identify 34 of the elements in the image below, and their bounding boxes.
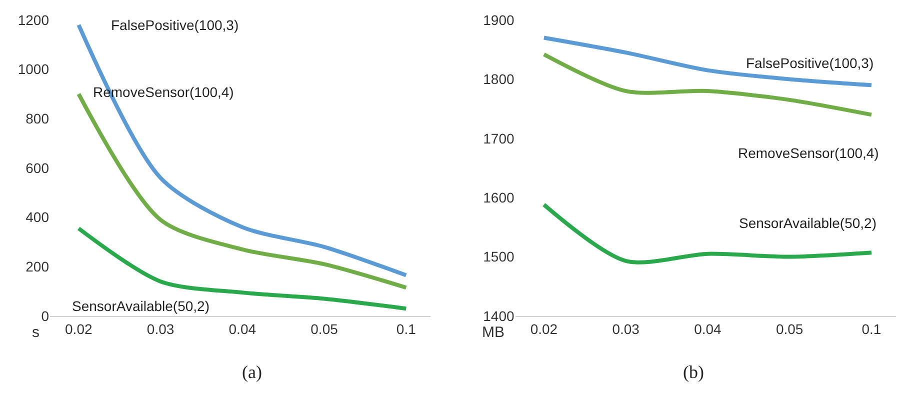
y-tick-label: 1000	[18, 61, 50, 78]
x-tick-label: 0.1	[862, 320, 882, 337]
y-tick-label: 1200	[18, 12, 50, 28]
x-tick-label: 0.03	[612, 320, 640, 337]
y-tick-label: 600	[26, 160, 50, 176]
x-tick-label: 0.04	[228, 320, 256, 337]
text: (b)	[683, 362, 704, 382]
series-label: SensorAvailable(50,2)	[72, 298, 210, 314]
x-tick-label: 0.1	[396, 320, 416, 337]
series-label: SensorAvailable(50,2)	[739, 215, 876, 231]
x-tick-label: 0.02	[530, 320, 558, 337]
text: RemoveSensor(100,4)	[738, 145, 879, 161]
y-tick-label: 400	[26, 209, 50, 226]
x-tick-label: 0.05	[776, 320, 804, 337]
x-tick-label: 0.04	[694, 320, 722, 337]
y-tick-label: 200	[26, 258, 50, 275]
text: (a)	[242, 362, 262, 382]
x-tick-label: 0.02	[65, 320, 92, 337]
series-label: FalsePositive(100,3)	[746, 55, 874, 71]
y-axis-title: s	[32, 324, 40, 341]
y-tick-label: 1600	[483, 190, 514, 206]
line-series	[542, 36, 874, 88]
x-tick-label: 0.05	[310, 320, 338, 337]
y-tick-label: 800	[26, 110, 50, 127]
line-series	[542, 52, 874, 117]
y-axis-title: MB	[482, 324, 504, 341]
y-tick-label: 0	[41, 308, 50, 324]
y-tick-label: 1400	[483, 308, 514, 324]
series-label: FalsePositive(100,3)	[111, 17, 239, 33]
x-tick-label: 0.03	[146, 320, 174, 337]
y-tick-label: 1500	[483, 248, 514, 265]
y-tick-label: 1700	[483, 130, 514, 146]
y-tick-label: 1900	[483, 12, 514, 28]
y-tick-label: 1800	[483, 71, 514, 88]
